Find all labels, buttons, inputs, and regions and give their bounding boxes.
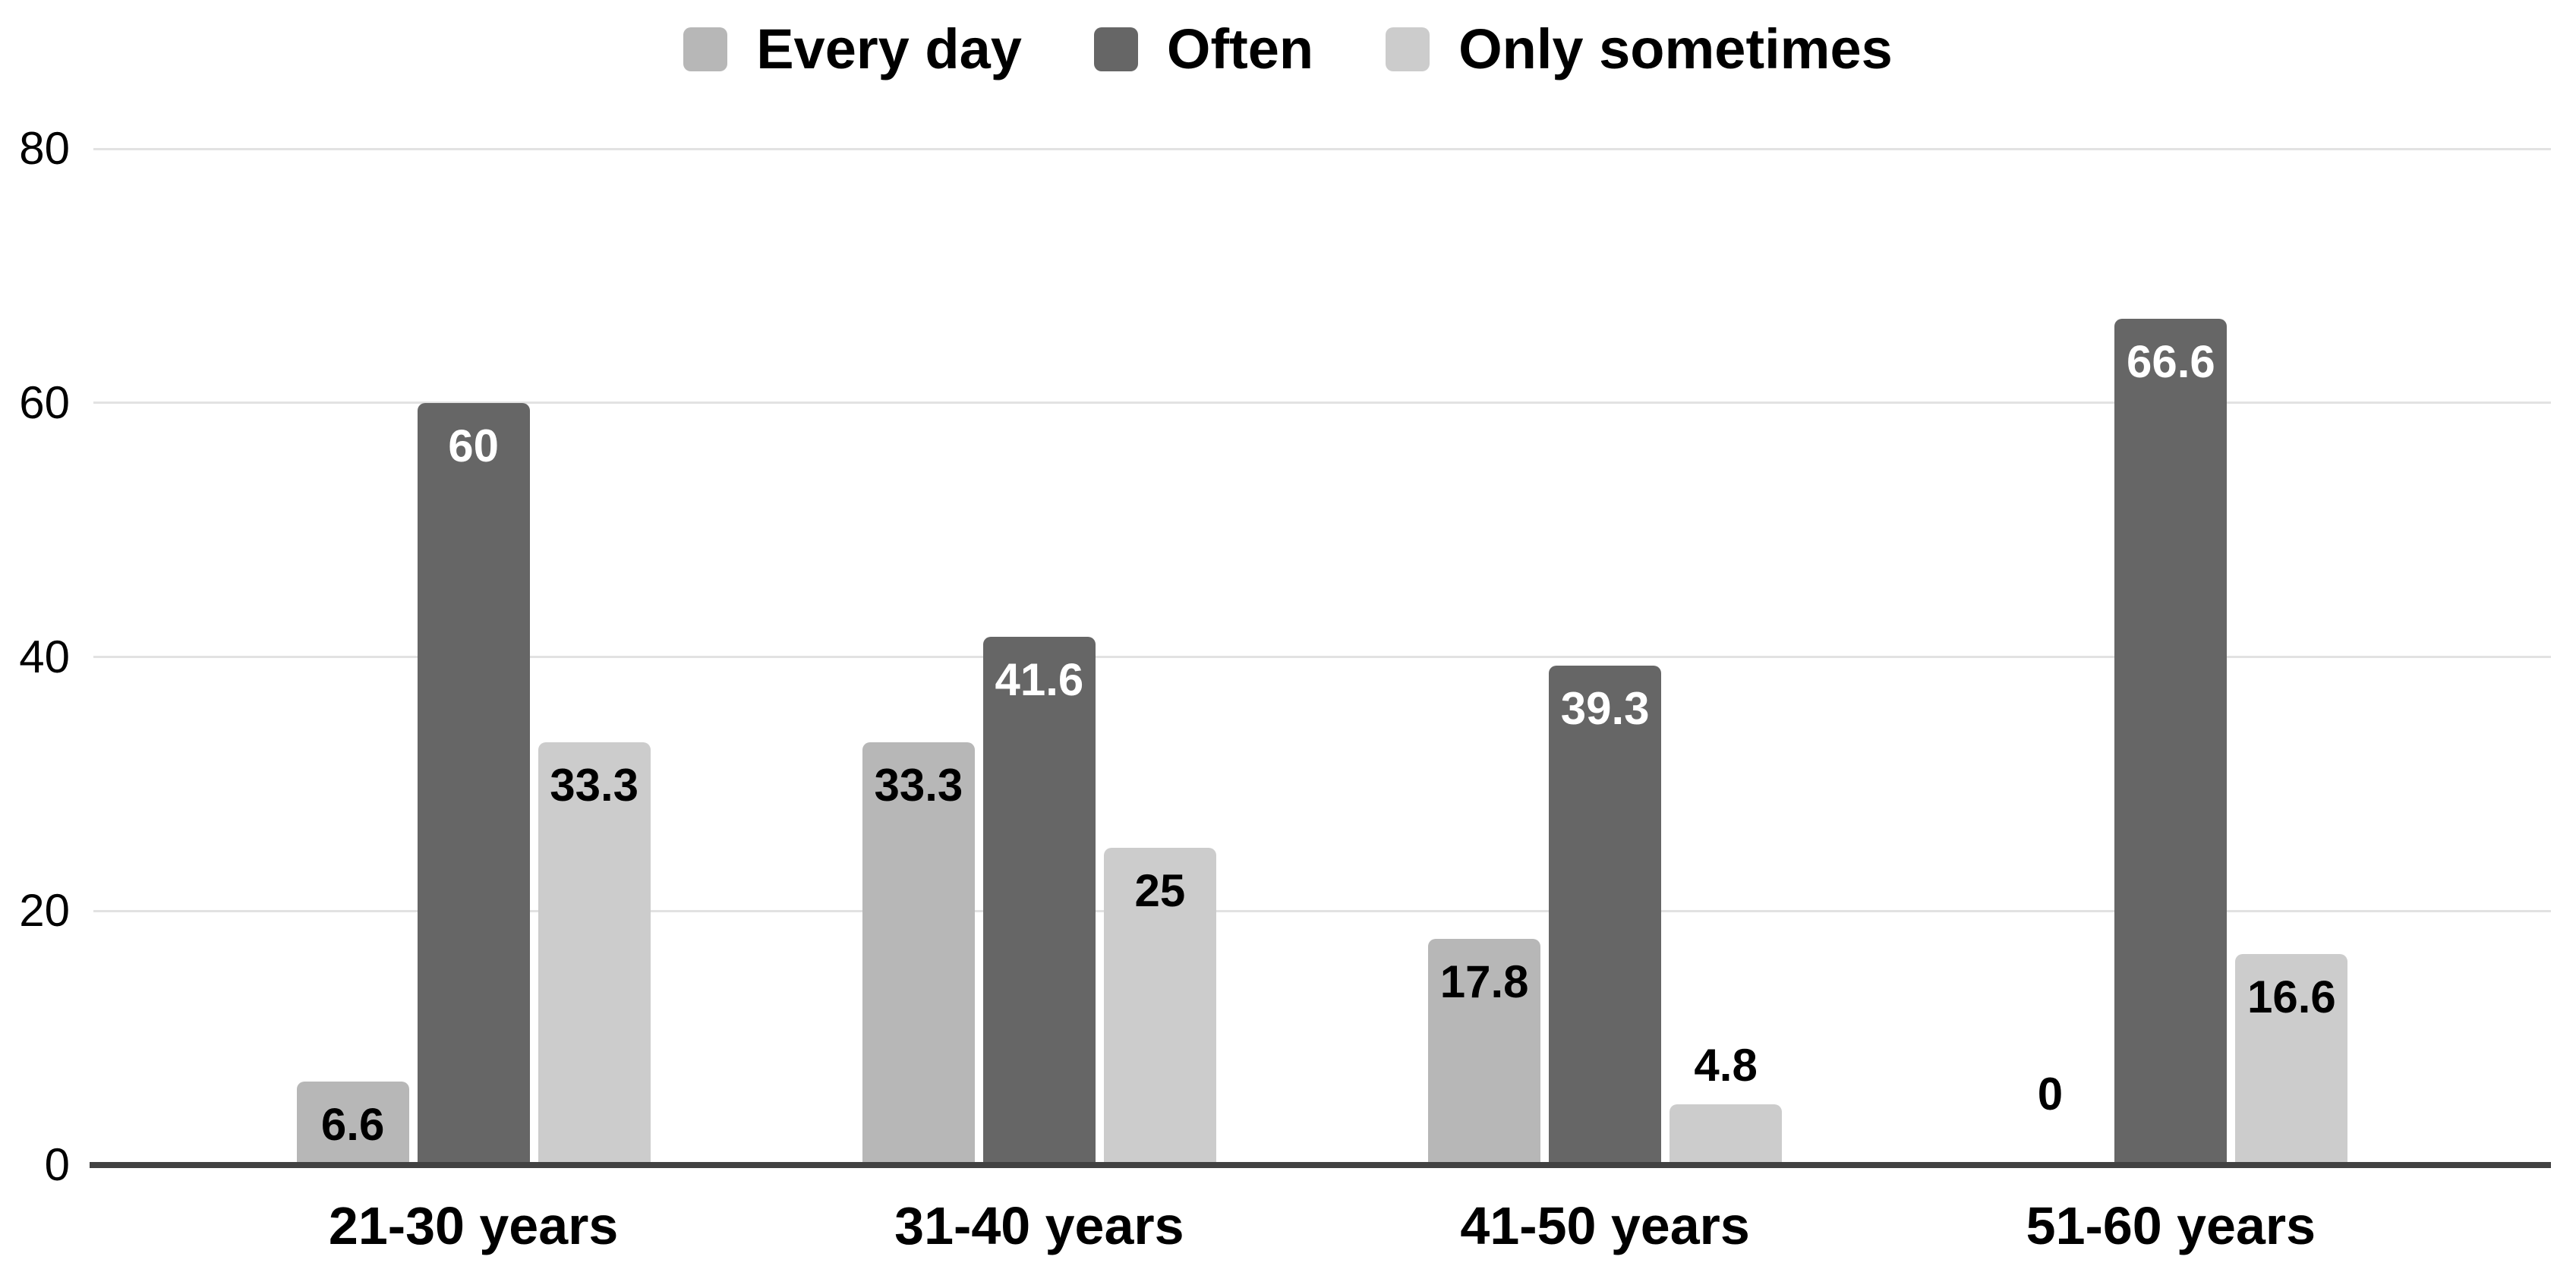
bar-often-21-30-years[interactable]: 60: [417, 403, 530, 1165]
legend-label: Every day: [756, 17, 1022, 80]
bar-every-day-41-50-years[interactable]: 17.8: [1428, 939, 1541, 1165]
bar-value-label: 41.6: [995, 654, 1084, 705]
legend-item-only-sometimes[interactable]: Only sometimes: [1386, 15, 1893, 83]
y-axis-tick-label-60: 60: [19, 377, 70, 428]
x-axis-line: [90, 1162, 2551, 1168]
gridline-20: [93, 910, 2551, 912]
bar-group-31-40-years: 33.3 41.6 25: [756, 149, 1322, 1165]
bar-only-sometimes-31-40-years[interactable]: 25: [1103, 848, 1216, 1165]
bar-value-label: 33.3: [550, 760, 639, 811]
gridline-80: [93, 148, 2551, 150]
bar-value-label: 4.8: [1694, 1040, 1758, 1091]
y-axis-tick-label-0: 0: [44, 1139, 70, 1190]
legend-swatch-often: [1093, 27, 1138, 71]
bar-value-label: 25: [1134, 865, 1186, 916]
legend-swatch-every-day: [683, 27, 728, 71]
bar-only-sometimes-21-30-years[interactable]: 33.3: [538, 742, 651, 1165]
bar-value-label: 6.6: [320, 1099, 385, 1150]
bar-value-label: 66.6: [2126, 336, 2215, 387]
bar-every-day-31-40-years[interactable]: 33.3: [862, 742, 975, 1165]
x-axis-category-label: 51-60 years: [2026, 1196, 2316, 1255]
gridline-60: [93, 402, 2551, 404]
legend-item-often[interactable]: Often: [1093, 15, 1314, 83]
legend-label: Only sometimes: [1458, 17, 1893, 80]
y-axis-tick-label-20: 20: [19, 885, 70, 936]
plot-area: 6.6 60 33.3 33.3 41.6 25 17.8 39.3 4.8 0 66.6 16.6: [93, 149, 2551, 1165]
bar-every-day-21-30-years[interactable]: 6.6: [296, 1082, 409, 1165]
x-axis-category-label: 41-50 years: [1460, 1196, 1750, 1255]
bar-value-label: 16.6: [2247, 972, 2336, 1022]
x-axis-category-label: 21-30 years: [328, 1196, 619, 1255]
legend-swatch-only-sometimes: [1386, 27, 1430, 71]
bar-only-sometimes-51-60-years[interactable]: 16.6: [2235, 954, 2348, 1165]
gridline-40: [93, 656, 2551, 658]
bar-often-31-40-years[interactable]: 41.6: [982, 637, 1096, 1165]
x-axis-category-label: 31-40 years: [894, 1196, 1184, 1255]
bar-value-label: 39.3: [1560, 683, 1650, 734]
bar-value-label: 0: [2037, 1069, 2064, 1120]
y-axis-tick-label-80: 80: [19, 123, 70, 174]
legend-label: Often: [1166, 17, 1314, 80]
x-axis-category-row: 21-30 years 31-40 years 41-50 years 51-6…: [93, 1198, 2551, 1254]
bar-often-41-50-years[interactable]: 39.3: [1549, 666, 1662, 1165]
bar-value-label: 17.8: [1439, 956, 1529, 1007]
bar-often-51-60-years[interactable]: 66.6: [2114, 319, 2228, 1165]
bar-value-label: 60: [448, 420, 499, 471]
bar-value-label: 33.3: [874, 760, 963, 811]
bar-group-21-30-years: 6.6 60 33.3: [191, 149, 756, 1165]
chart-legend: Every day Often Only sometimes: [0, 15, 2576, 83]
y-axis-tick-label-40: 40: [19, 631, 70, 682]
legend-item-every-day[interactable]: Every day: [683, 15, 1022, 83]
bar-only-sometimes-41-50-years[interactable]: 4.8: [1670, 1042, 1783, 1165]
bar-group-51-60-years: 0 66.6 16.6: [1888, 149, 2454, 1165]
bar-group-41-50-years: 17.8 39.3 4.8: [1323, 149, 1888, 1165]
